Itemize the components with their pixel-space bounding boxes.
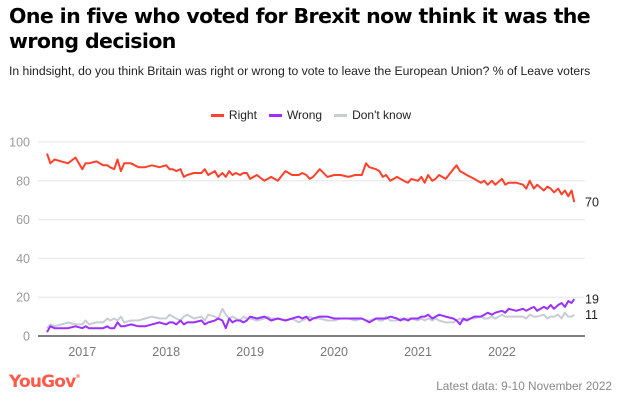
y-tick-label-0: 0 [23,330,30,344]
y-tick-label-60: 60 [16,213,30,227]
end-label-right: 70 [585,196,599,210]
chart-title: One in five who voted for Brexit now thi… [9,4,591,53]
x-tick-label-2022: 2022 [488,345,516,359]
legend-item-dont-know: Don't know [334,108,411,122]
legend-label-right: Right [228,108,257,122]
legend-swatch-right [210,113,224,117]
legend-item-wrong: Wrong [268,108,323,122]
latest-data-note: Latest data: 9-10 November 2022 [436,379,612,393]
legend-swatch-wrong [268,113,282,117]
chart-subtitle: In hindsight, do you think Britain was r… [9,64,591,78]
x-axis-ticks: 2017 2018 2019 2020 2021 2022 [68,345,516,359]
legend-label-dont-know: Don't know [352,108,412,122]
series-line-right [46,153,576,203]
series-line-wrong [46,298,576,333]
y-tick-label-40: 40 [16,252,30,266]
x-tick-label-2018: 2018 [152,345,180,359]
end-label-don-t-know: 11 [585,308,598,322]
y-tick-label-20: 20 [16,291,30,305]
legend: Right Wrong Don't know [0,108,622,122]
series-lines [46,153,576,333]
end-label-wrong: 19 [585,293,599,307]
yougov-logo: YouGov® [9,372,80,392]
y-tick-label-80: 80 [16,174,30,188]
x-tick-label-2019: 2019 [236,345,264,359]
y-tick-label-100: 100 [9,136,30,150]
series-line-don-t-know [46,307,575,329]
legend-item-right: Right [210,108,257,122]
logo-text: YouGov [9,372,76,392]
x-tick-label-2021: 2021 [404,345,432,359]
legend-label-wrong: Wrong [286,108,323,122]
gridlines [38,141,585,337]
y-axis-ticks: 0 20 40 60 80 100 [9,136,30,344]
legend-swatch-dont-know [334,113,348,117]
x-tick-label-2020: 2020 [320,345,348,359]
x-tick-label-2017: 2017 [68,345,96,359]
logo-registered-mark: ® [75,374,80,380]
